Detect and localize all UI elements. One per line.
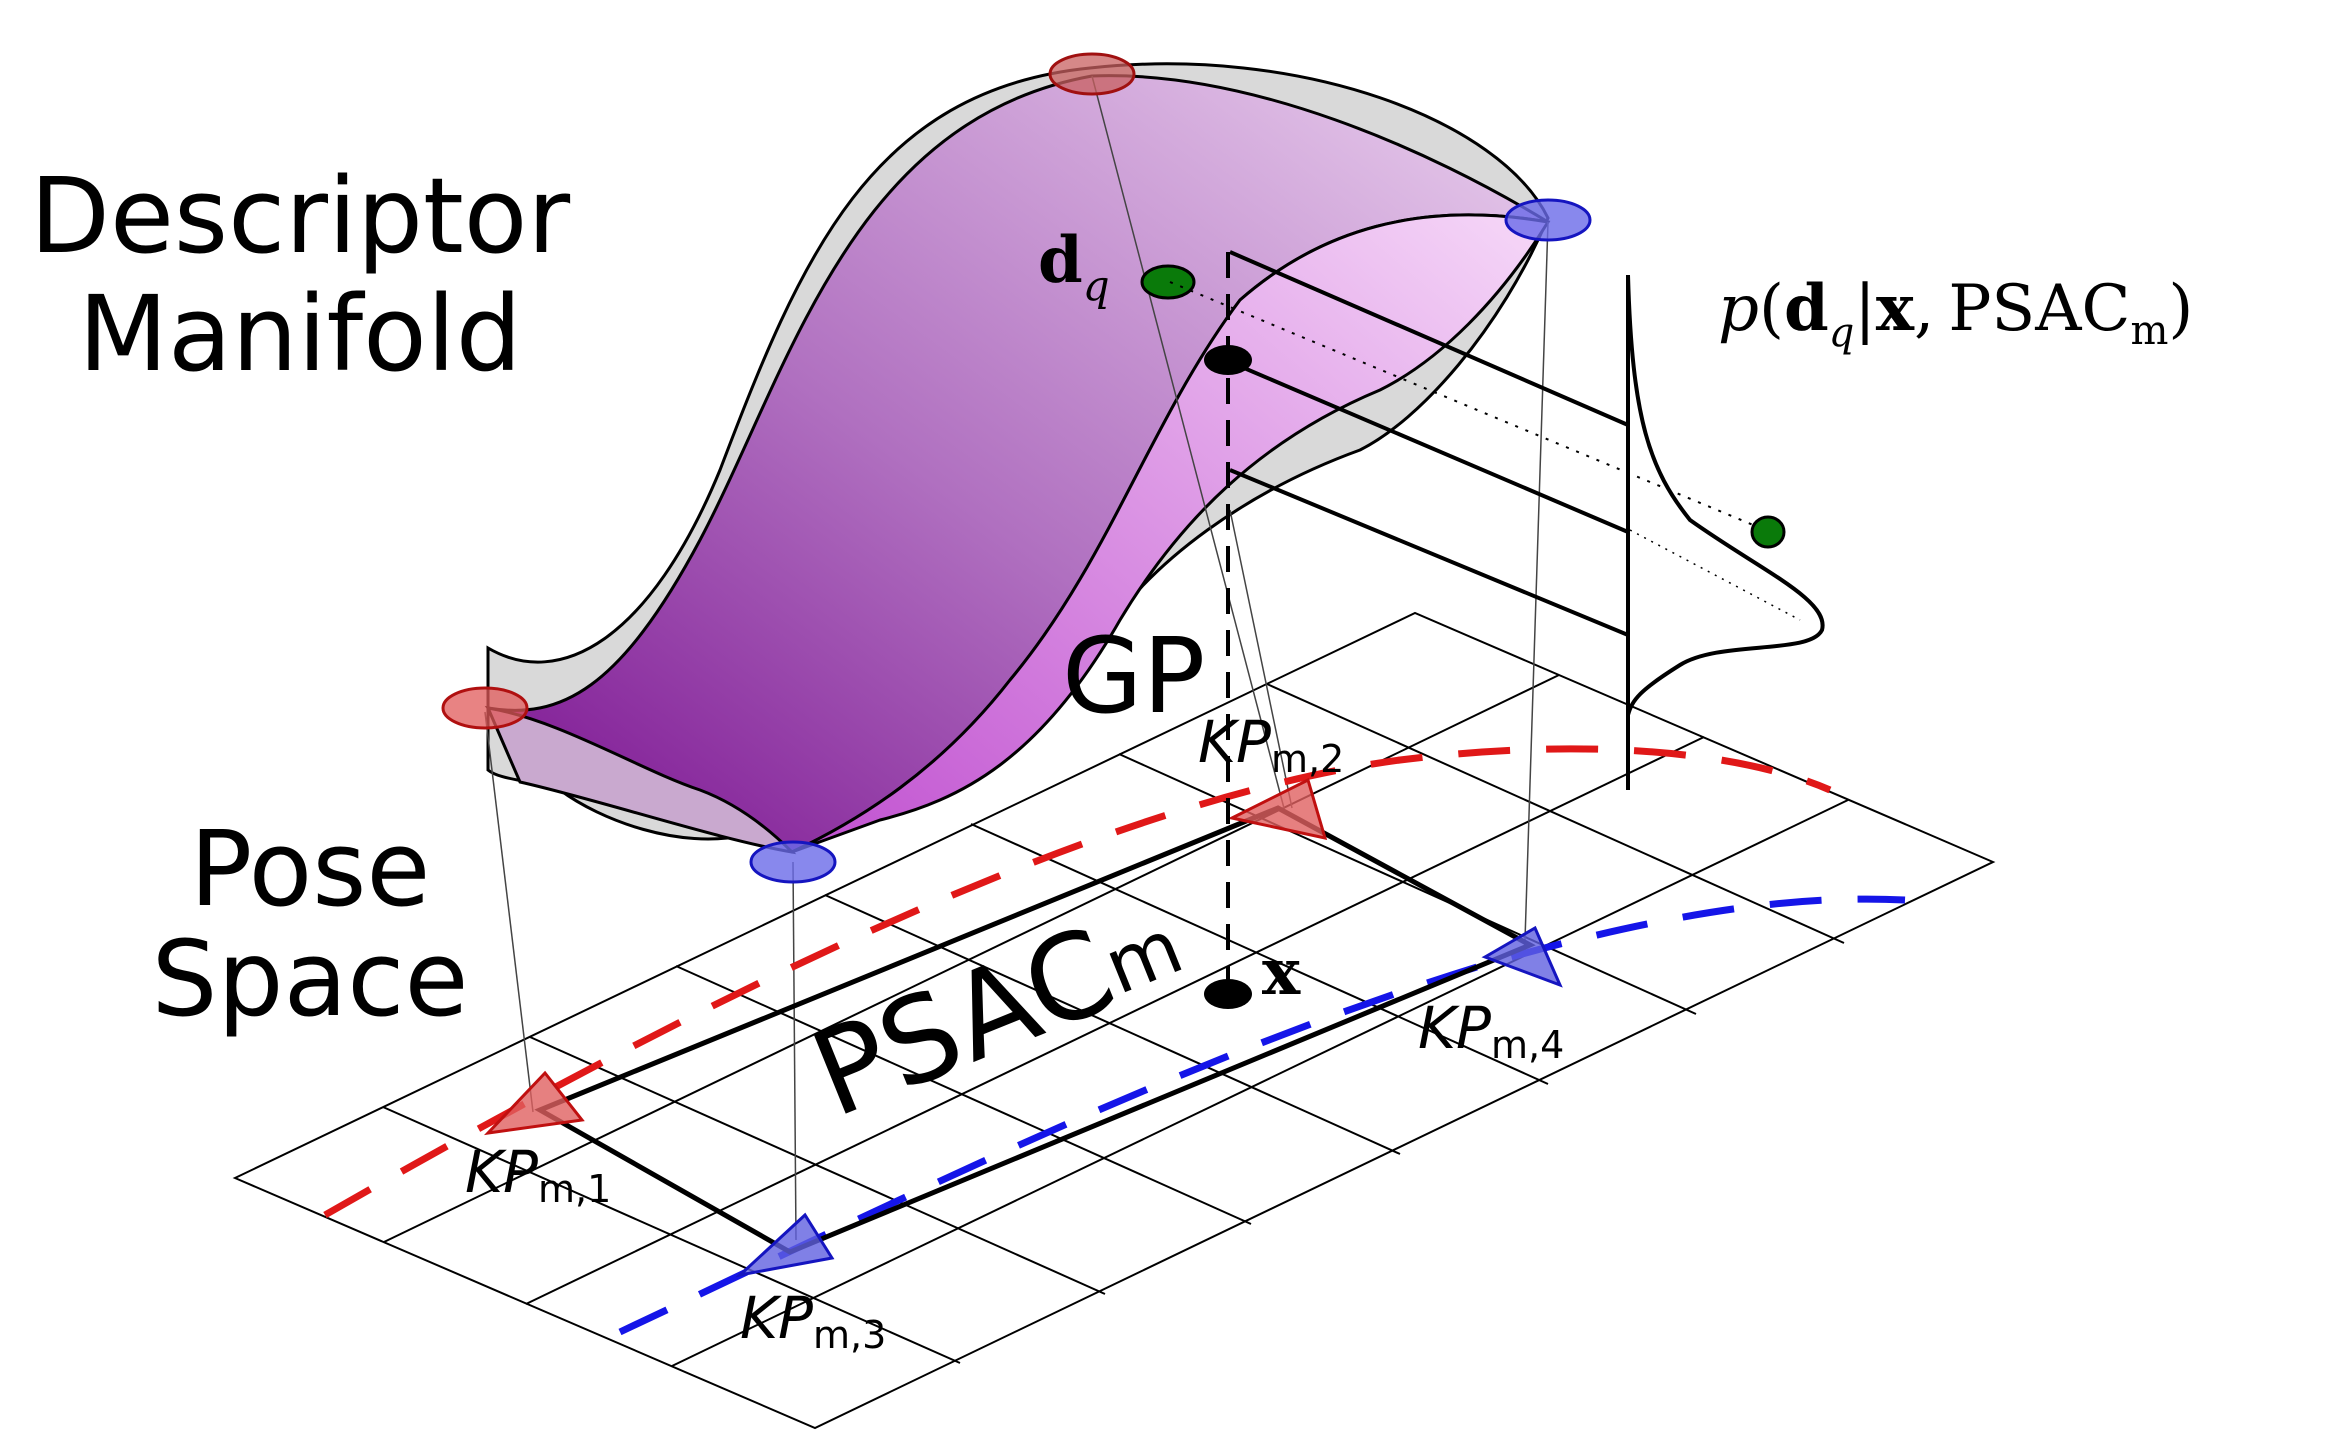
kp-m2-triangle (1227, 777, 1328, 840)
gp-mean-point (1204, 345, 1252, 375)
query-pose-point (1204, 979, 1252, 1009)
kp-m3-label: KPm,3 (740, 1284, 886, 1357)
dq-label-main: d (1038, 223, 1083, 298)
pose-space-grid (232, 611, 1996, 1430)
kp-m4-triangle (1481, 925, 1563, 988)
kp-m2-label: KPm,2 (1198, 708, 1344, 781)
likelihood-point (1750, 515, 1786, 549)
descriptor-manifold-label-line2: Manifold (78, 273, 521, 395)
manifold-marker-blue-4 (1504, 198, 1592, 242)
query-x-label: x (1262, 935, 1301, 1010)
manifold-marker-red-1 (441, 686, 529, 730)
descriptor-manifold-label-line1: Descriptor (30, 155, 571, 277)
kp-m1-triangle (483, 1070, 585, 1136)
descriptor-manifold (484, 62, 1551, 855)
projection-lines (484, 75, 1549, 1241)
manifold-marker-red-2 (1048, 52, 1136, 96)
pose-space-label-line2: Space (152, 918, 469, 1040)
gp-label: GP (1062, 615, 1205, 737)
dq-label-sub: q (1083, 261, 1110, 310)
manifold-keypose-markers (441, 52, 1592, 884)
red-trajectory (323, 745, 1832, 1219)
query-descriptor-point (1140, 264, 1196, 300)
likelihood-label: p(dq|x, PSACm) (1718, 271, 2193, 356)
kp-m1-label: KPm,1 (465, 1138, 611, 1211)
manifold-marker-blue-3 (749, 840, 837, 884)
blue-trajectory (618, 895, 1906, 1336)
kp-m3-triangle (735, 1212, 835, 1278)
likelihood-plot (1169, 250, 1825, 790)
kp-m4-label: KPm,4 (1418, 994, 1564, 1067)
keypose-triangles (483, 777, 1563, 1278)
pose-space-label-line1: Pose (190, 808, 431, 930)
dq-label: dq (1038, 223, 1110, 310)
manifold-left-lip (485, 706, 797, 855)
